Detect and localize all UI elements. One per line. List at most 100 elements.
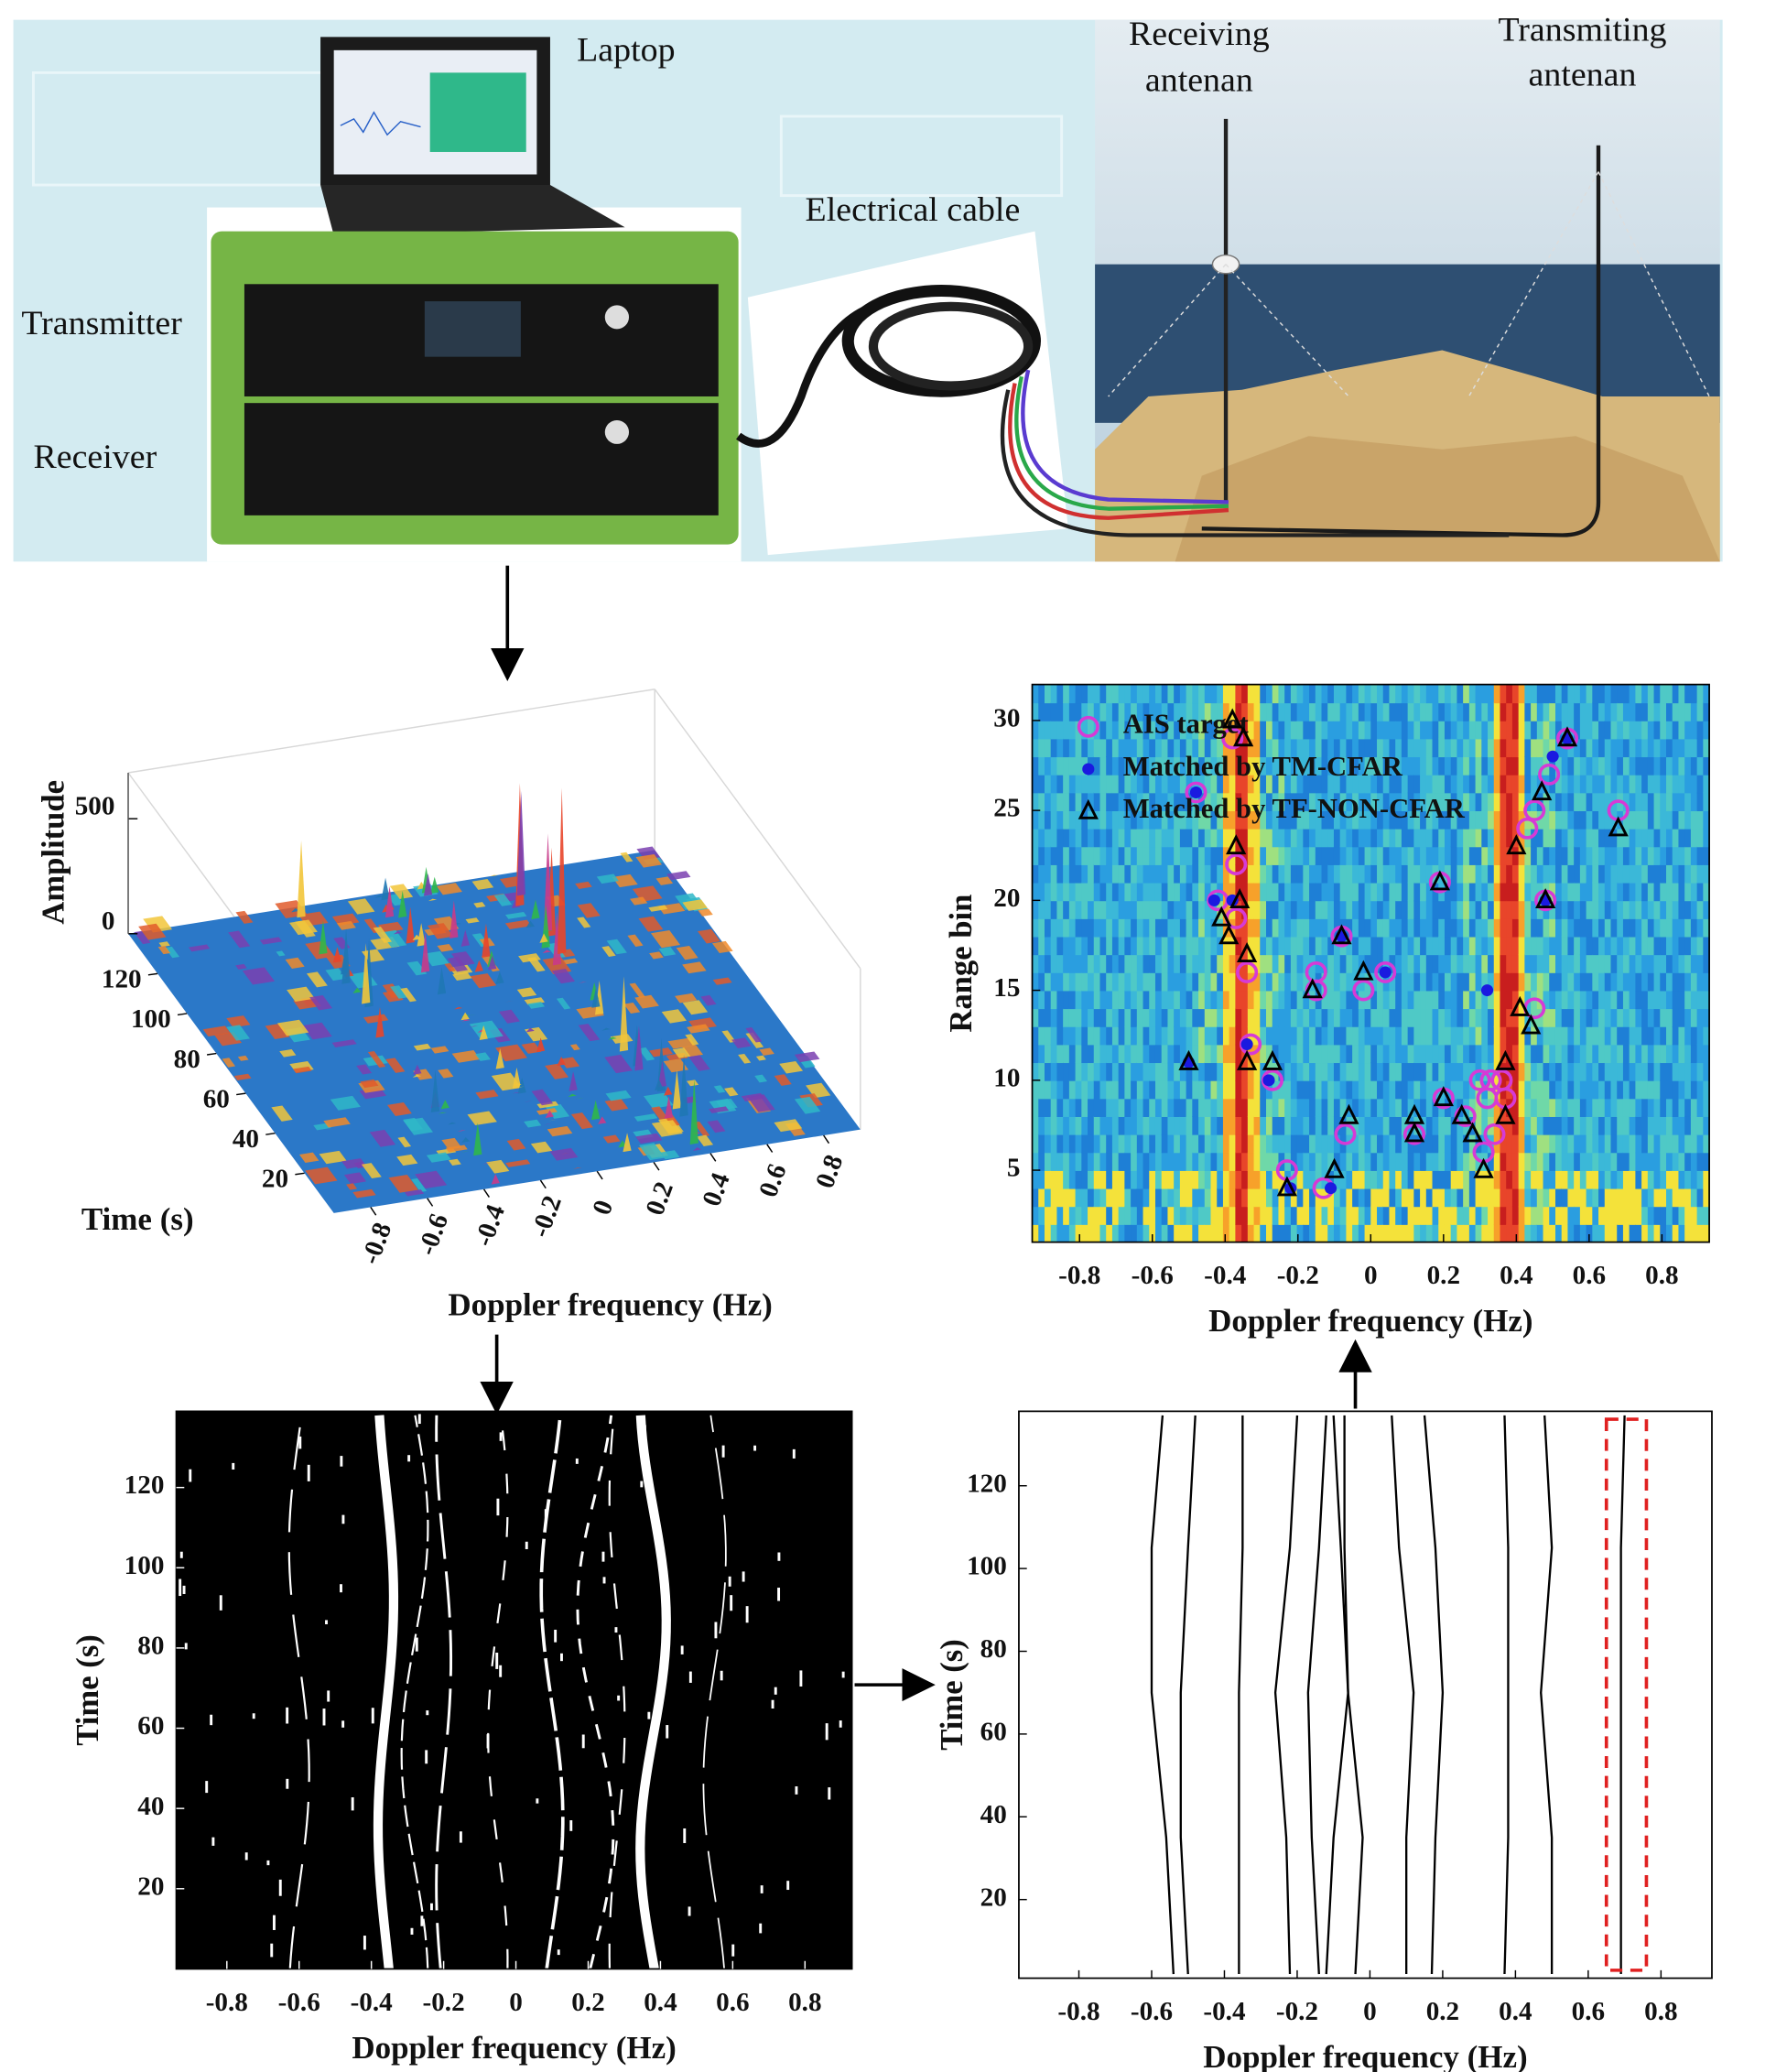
map-cell — [1432, 1223, 1440, 1243]
map-cell — [1500, 882, 1508, 902]
map-cell — [1204, 738, 1212, 758]
map-cell — [1574, 756, 1581, 776]
map-cell — [1235, 971, 1242, 992]
map-cell — [1370, 1008, 1378, 1027]
map-cell — [1303, 936, 1310, 956]
map-cell — [1266, 1044, 1273, 1064]
photo-label: antenan — [1529, 56, 1637, 94]
map-cell — [1622, 1116, 1630, 1135]
map-cell — [1075, 828, 1083, 848]
map-cell — [1210, 738, 1218, 758]
map-cell — [1235, 702, 1242, 721]
surface-patch — [650, 930, 681, 949]
laptop-display — [429, 72, 526, 152]
ais-marker — [1352, 979, 1375, 1002]
map-cell — [1050, 828, 1058, 848]
map-cell — [1247, 1116, 1255, 1135]
map-cell — [1549, 918, 1556, 938]
map-cell — [1296, 1152, 1305, 1171]
surface-patch — [226, 1025, 250, 1041]
map-cell — [1290, 1206, 1298, 1225]
map-cell — [1524, 1025, 1532, 1046]
map-cell — [1647, 900, 1655, 919]
surface-patch — [521, 1042, 542, 1054]
map-cell — [1229, 1152, 1237, 1171]
map-cell — [1500, 702, 1508, 721]
map-cell — [1217, 1188, 1224, 1208]
map-cell — [1488, 1008, 1495, 1027]
map-cell — [1567, 1025, 1576, 1046]
map-cell — [1425, 1079, 1434, 1100]
map-cell — [1567, 1206, 1576, 1225]
map-cell — [1063, 774, 1070, 794]
map-cell — [1561, 1223, 1569, 1243]
map-cell — [1266, 1025, 1273, 1046]
map-cell — [1389, 846, 1397, 865]
map-cell — [1229, 1098, 1237, 1117]
map-cell — [1653, 1062, 1662, 1081]
map-cell — [1420, 1170, 1427, 1189]
map-cell — [1493, 1025, 1501, 1046]
map-cell — [1339, 954, 1348, 973]
map-cell — [1617, 954, 1624, 973]
map-cell — [1481, 720, 1489, 740]
map-cell — [1629, 918, 1637, 938]
map-cell — [1696, 684, 1705, 704]
map-cell — [1586, 846, 1594, 865]
map-cell — [1149, 1188, 1156, 1208]
map-cell — [1647, 846, 1655, 865]
map-cell — [1186, 882, 1194, 902]
surface-peak — [601, 1027, 611, 1031]
map-cell — [1118, 1134, 1126, 1154]
surface-patch — [596, 873, 619, 884]
map-cell — [1377, 900, 1384, 919]
map-cell — [1315, 702, 1323, 721]
map-cell — [1204, 1098, 1212, 1117]
map-cell — [1161, 954, 1169, 973]
map-cell — [1506, 1223, 1513, 1243]
map-cell — [1247, 864, 1255, 884]
surface-patch — [709, 1106, 730, 1113]
map-cell — [1333, 792, 1341, 811]
map-cell — [1690, 990, 1698, 1010]
map-cell — [1260, 936, 1267, 956]
map-cell — [1253, 774, 1262, 794]
map-cell — [1641, 810, 1649, 830]
map-cell — [1303, 1223, 1310, 1243]
map-cell — [1063, 1152, 1070, 1171]
map-cell — [1524, 1152, 1532, 1171]
map-cell — [1075, 1079, 1083, 1100]
map-cell — [1574, 846, 1581, 865]
map-cell — [1592, 684, 1599, 704]
map-cell — [1106, 1025, 1113, 1046]
map-cell — [1327, 864, 1335, 884]
surface-peak — [412, 934, 421, 941]
map-cell — [1081, 846, 1088, 865]
map-cell — [1303, 1098, 1310, 1117]
map-cell — [1518, 1152, 1526, 1171]
map-cell — [1210, 774, 1218, 794]
map-cell — [1457, 882, 1465, 902]
map-cell — [1315, 1079, 1323, 1100]
map-cell — [1518, 864, 1526, 884]
map-cell — [1222, 1079, 1230, 1100]
map-cell — [1198, 846, 1206, 865]
map-cell — [1604, 1152, 1612, 1171]
map-cell — [1444, 864, 1452, 884]
y-tick-label: 15 — [993, 973, 1020, 1003]
map-cell — [1044, 810, 1052, 830]
map-cell — [1068, 936, 1077, 956]
map-cell — [1604, 774, 1612, 794]
map-cell — [1610, 1206, 1619, 1225]
surface-patch — [545, 1063, 569, 1079]
surface-patch — [556, 997, 571, 1010]
map-cell — [1038, 900, 1045, 919]
surface-patch — [343, 1172, 367, 1185]
tm-cfar-marker — [1262, 1074, 1275, 1087]
map-cell — [1622, 882, 1630, 902]
map-cell — [1567, 774, 1576, 794]
map-cell — [1598, 1170, 1606, 1189]
map-cell — [1592, 1008, 1599, 1027]
map-cell — [1167, 990, 1175, 1010]
map-cell — [1413, 1062, 1421, 1081]
